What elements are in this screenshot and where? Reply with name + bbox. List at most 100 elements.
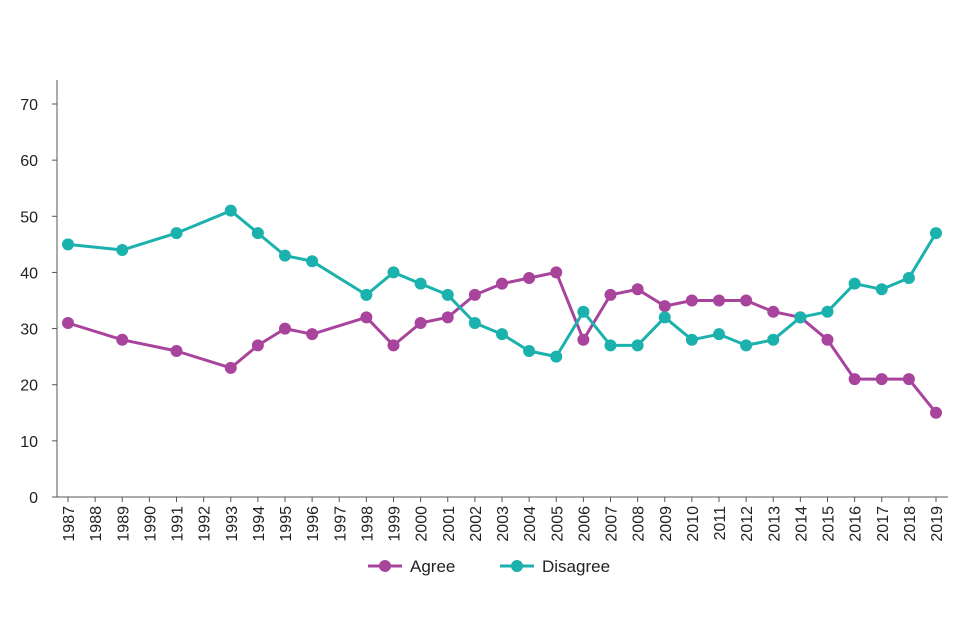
series-agree: [62, 266, 942, 419]
data-point-disagree: [713, 328, 725, 341]
x-tick-label: 1995: [278, 506, 295, 542]
data-point-agree: [306, 328, 319, 341]
y-tick-label: 10: [20, 434, 38, 451]
x-tick-label: 2004: [522, 506, 539, 542]
data-point-disagree: [306, 255, 319, 268]
data-point-disagree: [116, 243, 129, 256]
data-point-disagree: [577, 305, 590, 318]
x-tick-label: 2008: [631, 506, 648, 542]
x-tick-label: 1999: [387, 506, 404, 542]
data-point-agree: [848, 373, 861, 386]
data-point-agree: [523, 272, 536, 285]
data-point-disagree: [441, 288, 454, 301]
x-tick-label: 2018: [902, 506, 919, 542]
series-line-agree: [67, 270, 938, 414]
x-axis-ticks: 1987 1988 1989 1990 1991 1992 1993 1994 1995 1996…: [61, 497, 946, 542]
data-point-agree: [414, 316, 427, 329]
legend-item-agree: Agree: [368, 557, 455, 576]
series-disagree: [62, 204, 942, 363]
data-point-disagree: [875, 283, 888, 296]
data-point-disagree: [496, 328, 508, 341]
x-tick-label: 2007: [604, 506, 621, 542]
data-point-disagree: [224, 204, 237, 217]
data-point-agree: [170, 345, 183, 358]
data-point-disagree: [279, 249, 291, 262]
data-point-agree: [821, 333, 834, 346]
data-point-agree: [224, 361, 237, 374]
data-point-agree: [902, 373, 915, 386]
x-tick-label: 1992: [197, 506, 214, 542]
data-point-agree: [62, 316, 74, 329]
data-point-agree: [930, 406, 942, 419]
data-point-disagree: [414, 277, 427, 290]
y-tick-label: 30: [20, 322, 38, 339]
data-point-disagree: [170, 227, 183, 240]
y-tick-label: 0: [29, 490, 38, 507]
x-tick-label: 1990: [142, 506, 159, 542]
x-tick-label: 2016: [848, 506, 865, 542]
legend-marker-disagree: [511, 560, 523, 572]
x-tick-label: 2014: [793, 506, 810, 542]
x-tick-label: 2003: [495, 506, 512, 542]
data-point-disagree: [360, 288, 373, 301]
data-point-disagree: [468, 316, 481, 329]
x-tick-label: 2005: [549, 506, 566, 542]
x-tick-label: 1997: [332, 506, 349, 542]
y-tick-label: 20: [20, 378, 38, 395]
data-point-agree: [116, 333, 129, 346]
data-point-disagree: [631, 339, 644, 352]
x-tick-label: 2015: [821, 506, 838, 542]
data-point-agree: [468, 288, 481, 301]
series-layer: [62, 204, 942, 419]
data-point-disagree: [821, 305, 834, 318]
data-point-agree: [604, 288, 617, 301]
x-tick-label: 2001: [441, 506, 458, 542]
data-point-disagree: [550, 350, 563, 363]
data-point-agree: [496, 277, 508, 290]
y-tick-label: 40: [20, 265, 38, 282]
data-point-disagree: [794, 311, 807, 324]
data-point-disagree: [658, 311, 671, 324]
data-point-disagree: [767, 333, 780, 346]
data-point-disagree: [685, 333, 698, 346]
data-point-disagree: [604, 339, 617, 352]
data-point-agree: [360, 311, 373, 324]
legend-marker-agree: [379, 560, 391, 572]
y-tick-label: 50: [20, 209, 38, 226]
data-point-agree: [387, 339, 400, 352]
y-axis-ticks: 0 10 20 30 40 50 60 70: [20, 97, 57, 507]
y-tick-label: 70: [20, 97, 38, 114]
data-point-agree: [875, 373, 888, 386]
data-point-agree: [251, 339, 264, 352]
data-point-agree: [767, 305, 780, 318]
data-point-disagree: [902, 272, 915, 285]
x-tick-label: 1991: [170, 506, 187, 542]
x-tick-label: 2002: [468, 506, 485, 542]
x-tick-label: 2011: [712, 506, 729, 541]
x-tick-label: 1988: [88, 506, 105, 542]
legend: Agree Disagree: [368, 557, 610, 576]
x-tick-label: 1998: [359, 506, 376, 542]
x-tick-label: 2013: [766, 506, 783, 542]
legend-item-disagree: Disagree: [500, 557, 610, 576]
data-point-agree: [550, 266, 563, 279]
data-point-disagree: [848, 277, 861, 290]
data-point-agree: [740, 294, 753, 307]
x-tick-label: 1989: [115, 506, 132, 542]
data-point-disagree: [523, 345, 536, 358]
data-point-agree: [441, 311, 454, 324]
x-tick-label: 2000: [414, 506, 431, 542]
x-tick-label: 2009: [658, 506, 675, 542]
data-point-agree: [577, 333, 590, 346]
x-tick-label: 2019: [929, 506, 946, 542]
data-point-disagree: [740, 339, 753, 352]
x-tick-label: 2006: [576, 506, 593, 542]
x-tick-label: 2012: [739, 506, 756, 542]
data-point-agree: [685, 294, 698, 307]
y-tick-label: 60: [20, 153, 38, 170]
x-tick-label: 1996: [305, 506, 322, 542]
data-point-disagree: [930, 227, 942, 240]
x-tick-label: 1987: [61, 506, 78, 542]
data-point-disagree: [251, 227, 264, 240]
